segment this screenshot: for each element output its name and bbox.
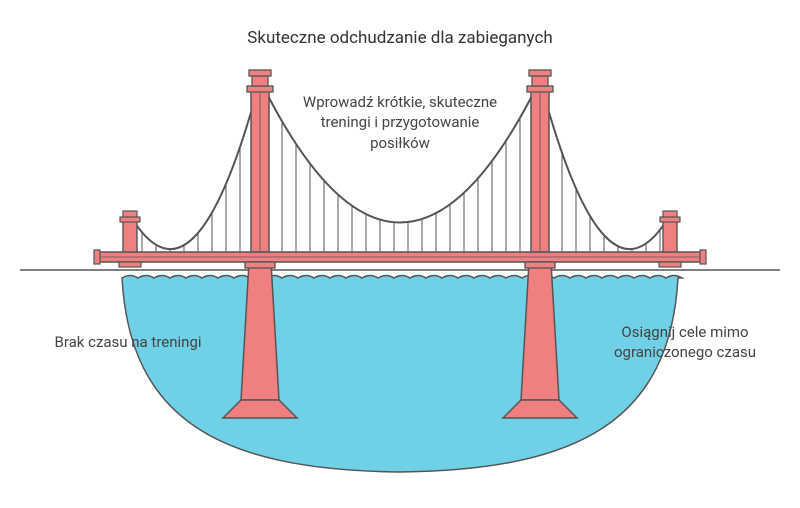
bridge-svg xyxy=(0,0,800,508)
diagram-title: Skuteczne odchudzanie dla zabieganych xyxy=(0,28,800,48)
right-label: Osiągnij cele mimo ograniczonego czasu xyxy=(600,322,770,363)
left-label: Brak czasu na treningi xyxy=(48,332,208,352)
center-label: Wprowadź krótkie, skuteczne treningi i p… xyxy=(300,92,500,153)
bridge-diagram: Skuteczne odchudzanie dla zabieganych Wp… xyxy=(0,0,800,508)
